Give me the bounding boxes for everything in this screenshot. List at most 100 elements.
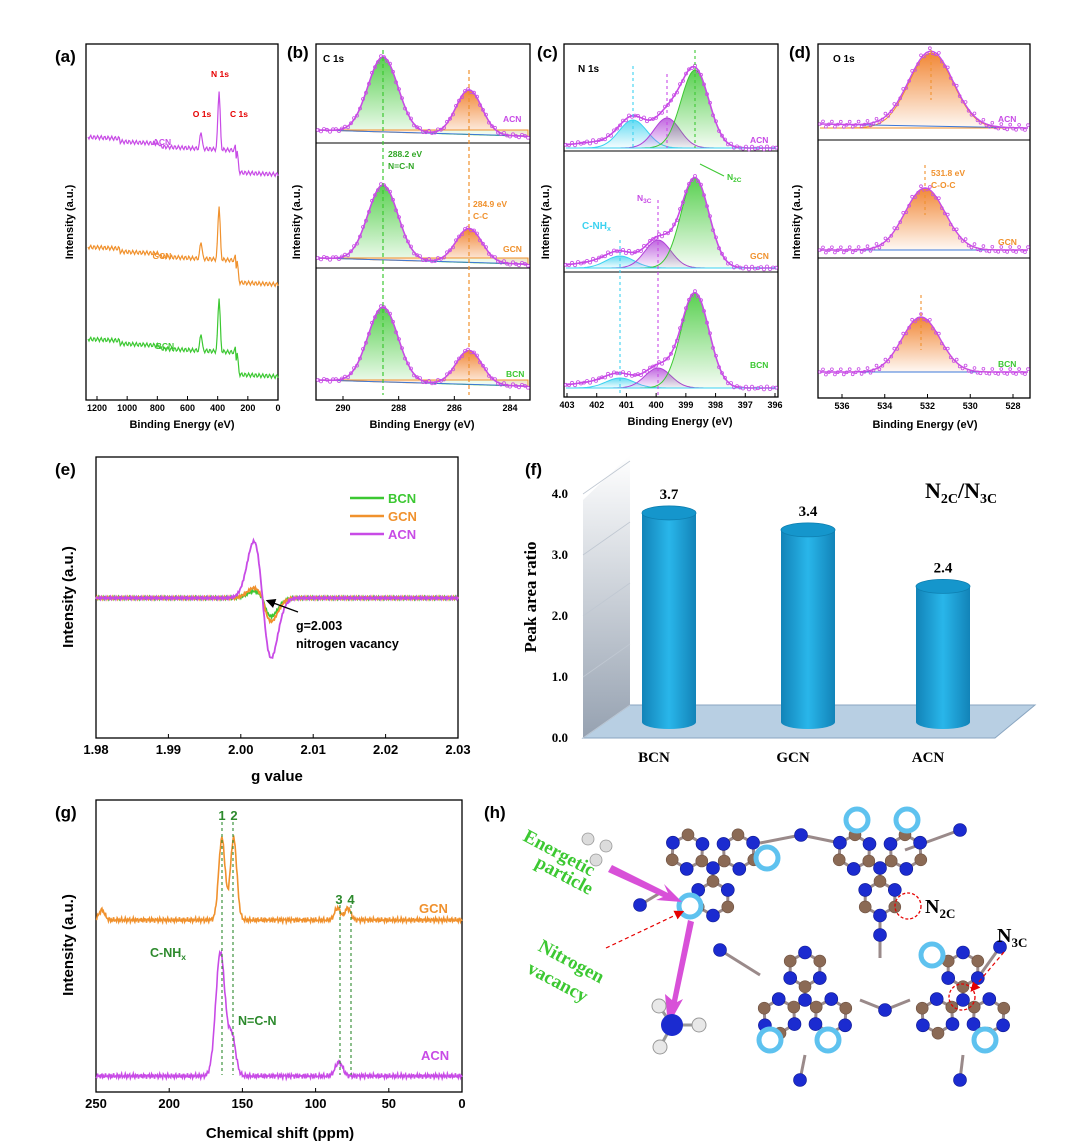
b-point-2-62	[409, 366, 413, 371]
d-point-2-2	[821, 367, 825, 372]
c-point-1-22	[597, 255, 601, 260]
a-tick-label-2: 800	[150, 403, 165, 413]
d-point-1-2	[821, 245, 825, 250]
d-point-2-98	[963, 363, 968, 368]
c-point-0-134	[765, 144, 769, 149]
h-vacancy-0	[676, 892, 704, 920]
h-nitrogen-17	[887, 883, 902, 897]
d-point-1-62	[910, 194, 914, 199]
c-point-1-70	[669, 228, 673, 233]
panel-b-ann1-value: 288.2 eV	[388, 149, 422, 159]
d-point-0-28	[859, 124, 864, 129]
c-point-0-2	[567, 143, 571, 148]
d-point-1-38	[874, 242, 879, 246]
c-point-0-30	[609, 133, 613, 138]
b-point-0-48	[388, 61, 392, 66]
h-nitrogen-5	[746, 835, 760, 850]
panel-h-n3c-circle	[948, 983, 976, 1011]
b-point-2-6	[325, 377, 329, 382]
c-point-2-2	[567, 383, 571, 388]
d-point-0-82	[939, 59, 944, 64]
legend-bcn-label: BCN	[388, 491, 416, 506]
panel-a-label: (a)	[55, 47, 76, 66]
nh3-h3	[652, 1039, 668, 1055]
h-carbon-29	[915, 1001, 929, 1015]
h-carbon-26	[813, 954, 827, 968]
h-carbon-31	[997, 1001, 1011, 1015]
b-point-2-74	[427, 378, 431, 383]
d-point-2-90	[951, 359, 956, 363]
g-tick-label-0: 250	[85, 1096, 107, 1111]
d-point-1-16	[841, 250, 846, 255]
c-point-1-68	[666, 231, 670, 236]
h-carbon-20	[757, 1001, 771, 1015]
panel-c-ylabel: Intensity (a.u.)	[540, 184, 552, 259]
d-point-2-64	[913, 319, 917, 324]
b-point-2-90	[451, 367, 455, 372]
d-point-0-134	[1017, 123, 1021, 127]
c-point-2-38	[621, 370, 625, 375]
h-nitrogen-12	[833, 835, 847, 850]
panel-b-title: C 1s	[323, 54, 345, 65]
d-point-2-116	[990, 367, 995, 371]
b-point-2-38	[373, 315, 377, 320]
b-point-0-140	[526, 135, 530, 140]
c-point-1-62	[657, 232, 661, 237]
panel-a-bcn-line	[87, 298, 279, 380]
e-tick-label-2: 2.00	[228, 742, 253, 757]
b-point-0-92	[454, 104, 458, 108]
panel-c-n3c-label: N3C	[637, 193, 652, 205]
h-nitrogen-21	[787, 1017, 802, 1031]
panel-e-arrow	[265, 598, 299, 613]
panel-c-n2c-label: N2C	[727, 172, 742, 184]
b-point-1-86	[445, 250, 449, 255]
c-point-1-2	[567, 263, 571, 268]
b-point-0-28	[358, 106, 362, 111]
b-point-2-96	[460, 354, 464, 359]
d-point-1-54	[898, 220, 902, 224]
b-point-1-132	[514, 262, 518, 266]
c-point-2-132	[762, 387, 766, 392]
panel-g-peak-1: 1	[218, 808, 225, 823]
d-point-2-12	[835, 370, 840, 375]
h-nitrogen-48	[878, 1003, 892, 1017]
b-point-2-134	[517, 385, 521, 390]
h-vacancy-3	[893, 806, 921, 834]
d-point-2-4	[824, 372, 828, 377]
c-point-0-6	[573, 143, 577, 148]
c-point-2-12	[582, 380, 586, 385]
panel-e-ann-g: g=2.003	[296, 619, 342, 633]
c-point-0-106	[723, 137, 727, 142]
a-tick-label-6: 0	[275, 403, 280, 413]
b-point-2-112	[484, 367, 488, 372]
h-nitrogen-34	[982, 992, 997, 1006]
c-point-0-84	[690, 66, 694, 70]
panel-e-legend: BCN GCN ACN	[350, 491, 417, 542]
c-point-0-130	[759, 145, 763, 150]
c-point-1-100	[714, 235, 718, 240]
c-point-2-122	[747, 387, 751, 392]
b-point-2-2	[319, 379, 323, 384]
c-point-1-6	[573, 263, 577, 268]
panel-e-label: (e)	[55, 460, 76, 479]
c-point-0-72	[672, 93, 676, 97]
h-carbon-14	[914, 853, 928, 867]
c-point-2-88	[696, 294, 700, 299]
panel-g-acn-line	[95, 949, 463, 1082]
b-point-2-120	[496, 381, 500, 386]
b-point-2-78	[433, 381, 437, 385]
h-carbon-12	[884, 854, 898, 868]
panel-h-n2c-circle	[894, 892, 922, 920]
c-point-0-98	[711, 113, 715, 118]
b-point-0-6	[325, 127, 329, 132]
c-point-2-130	[759, 385, 763, 390]
d-point-0-50	[892, 102, 897, 106]
d-point-1-60	[907, 203, 911, 208]
panel-c-cnh-label: C-NHx	[582, 221, 611, 233]
panel-f-gridlines	[582, 460, 631, 739]
c-point-1-140	[774, 265, 778, 270]
b-point-2-92	[454, 360, 458, 365]
c-point-0-52	[642, 115, 646, 120]
h-carbon-4	[731, 828, 745, 842]
f-bar-GCN	[781, 529, 835, 729]
